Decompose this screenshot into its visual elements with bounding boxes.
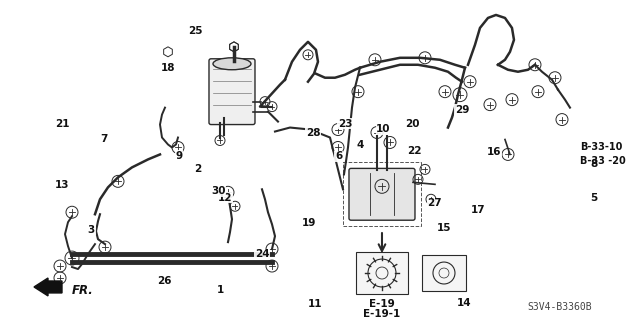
FancyArrow shape — [34, 278, 62, 296]
Text: 10: 10 — [376, 124, 390, 134]
Text: 19: 19 — [302, 218, 316, 228]
Text: 1: 1 — [217, 285, 224, 295]
Text: 15: 15 — [437, 223, 451, 233]
Text: 24: 24 — [255, 250, 269, 260]
Text: 17: 17 — [471, 205, 485, 215]
Text: 8: 8 — [590, 159, 598, 169]
Text: 4: 4 — [356, 140, 364, 150]
FancyBboxPatch shape — [349, 168, 415, 220]
Text: 21: 21 — [55, 119, 69, 129]
Text: 30: 30 — [212, 186, 226, 196]
Text: 20: 20 — [405, 119, 419, 129]
Text: 13: 13 — [55, 180, 69, 190]
Text: 18: 18 — [161, 63, 175, 73]
Text: B-33 -20: B-33 -20 — [580, 156, 626, 166]
Text: 25: 25 — [188, 26, 202, 36]
Text: 7: 7 — [100, 134, 107, 144]
Bar — [422, 255, 466, 291]
FancyBboxPatch shape — [209, 59, 255, 124]
Text: 14: 14 — [457, 298, 471, 308]
Text: 23: 23 — [338, 119, 352, 129]
Text: 12: 12 — [219, 193, 233, 203]
Text: E-19: E-19 — [369, 299, 395, 309]
Text: 6: 6 — [335, 151, 343, 161]
Text: 11: 11 — [308, 299, 322, 308]
Text: S3V4-B3360B: S3V4-B3360B — [528, 302, 592, 312]
Text: 3: 3 — [88, 225, 95, 235]
Text: 16: 16 — [487, 148, 501, 157]
Text: E-19-1: E-19-1 — [364, 309, 401, 319]
Text: 22: 22 — [407, 147, 421, 156]
Ellipse shape — [213, 58, 251, 70]
Text: 27: 27 — [427, 198, 442, 208]
Text: 2: 2 — [194, 164, 202, 174]
Text: FR.: FR. — [72, 284, 94, 298]
Bar — [356, 252, 408, 294]
Text: 29: 29 — [455, 105, 469, 115]
Text: 28: 28 — [306, 128, 320, 138]
Text: 5: 5 — [590, 193, 598, 203]
Text: 9: 9 — [175, 151, 183, 161]
Text: B-33-10: B-33-10 — [580, 142, 622, 152]
Bar — [343, 163, 421, 226]
Text: 26: 26 — [158, 276, 172, 286]
